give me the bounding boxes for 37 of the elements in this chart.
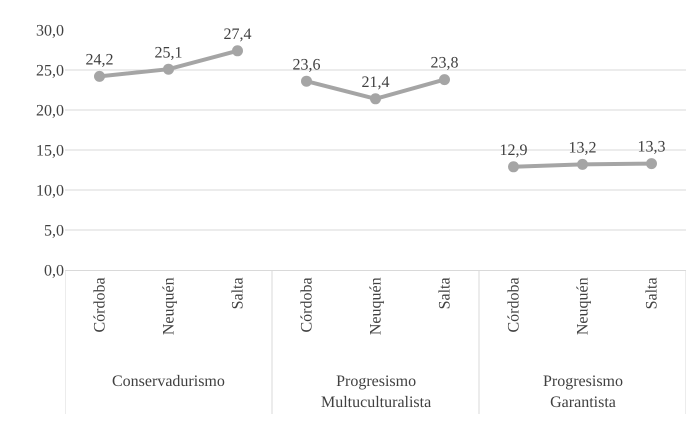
- y-tick-label: 5,0: [44, 222, 64, 240]
- data-label: 23,6: [292, 56, 320, 74]
- data-label: 25,1: [154, 44, 182, 62]
- x-tick-label: Córdoba: [506, 277, 523, 333]
- point: [577, 158, 588, 170]
- x-tick-label: Córdoba: [298, 277, 316, 333]
- point: [508, 161, 519, 172]
- y-tick-label: 10,0: [36, 182, 64, 200]
- x-tick-label: Córdoba: [92, 277, 109, 333]
- x-tick-label: Neuquén: [574, 277, 592, 336]
- point: [646, 158, 657, 170]
- data-label: 13,2: [568, 140, 596, 157]
- data-label: 12,9: [500, 142, 528, 159]
- data-label: 23,8: [430, 54, 458, 72]
- y-tick-label: 0,0: [44, 262, 64, 280]
- text: Conservadurismo: [112, 373, 225, 390]
- y-tick-label: 15,0: [36, 142, 64, 160]
- x-tick-label: Salta: [436, 277, 454, 310]
- x-tick-label: Salta: [230, 277, 247, 310]
- y-tick-label: 20,0: [36, 102, 64, 120]
- point: [370, 93, 381, 104]
- x-tick-label: Neuquén: [160, 277, 178, 336]
- point: [232, 45, 243, 56]
- text: Progresismo Garantista: [543, 373, 623, 411]
- data-label: 24,2: [86, 52, 114, 69]
- x-tick-label: Salta: [644, 277, 661, 310]
- data-label: 13,3: [638, 138, 666, 156]
- point: [301, 76, 312, 87]
- y-tick-label: 30,0: [36, 22, 64, 40]
- y-tick-label: 25,0: [36, 62, 64, 80]
- point: [94, 70, 105, 82]
- data-label: 21,4: [362, 74, 390, 91]
- point: [439, 74, 450, 86]
- x-tick-label: Neuquén: [368, 277, 385, 336]
- text: Progresismo Multuculturalista: [321, 373, 432, 411]
- point: [163, 64, 174, 75]
- data-label: 27,4: [224, 26, 252, 43]
